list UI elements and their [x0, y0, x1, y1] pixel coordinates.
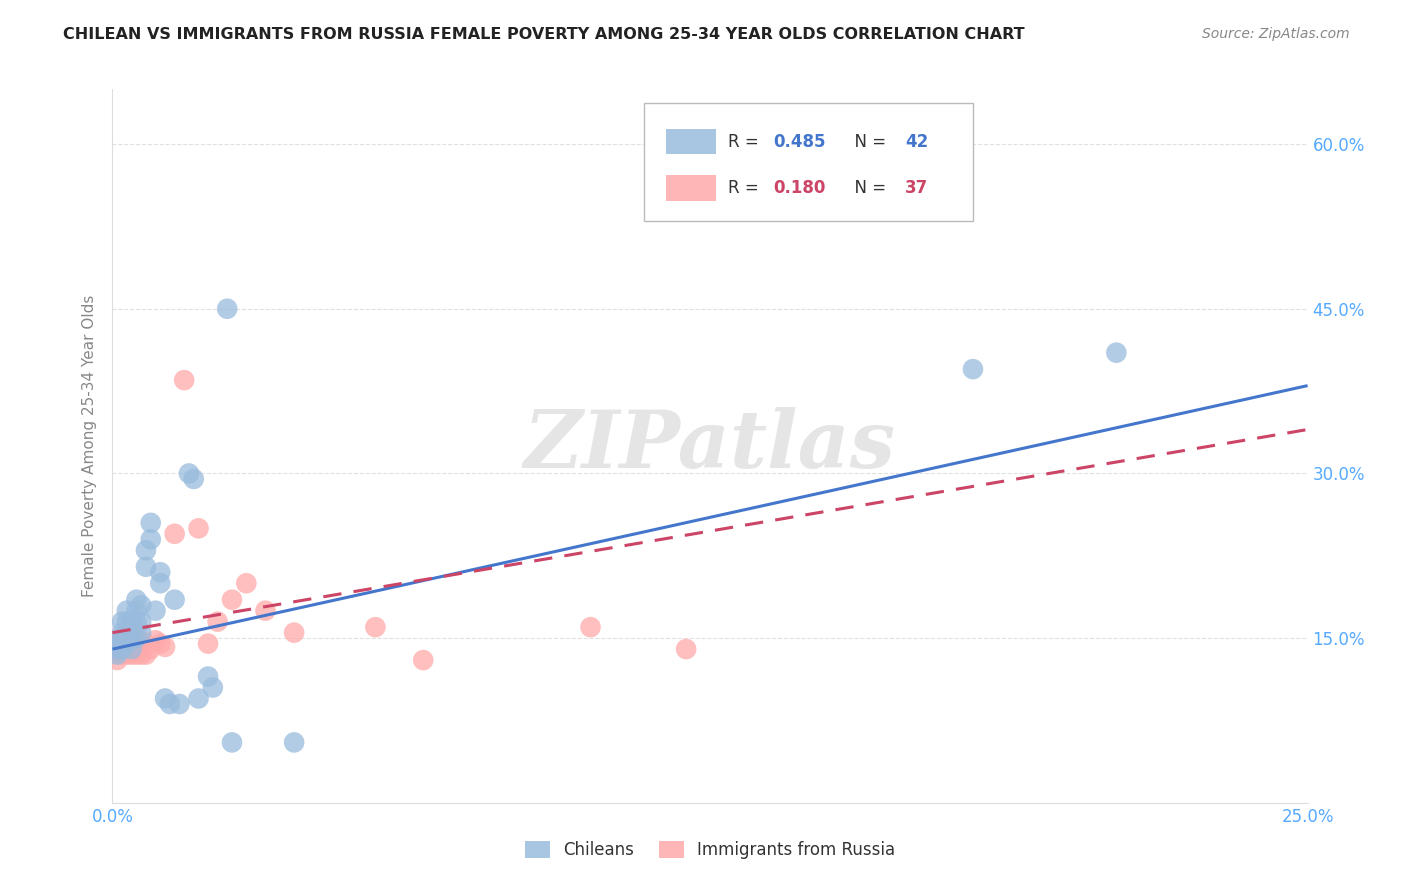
FancyBboxPatch shape	[666, 128, 716, 154]
Text: R =: R =	[728, 133, 763, 151]
Point	[183, 472, 205, 486]
Text: N =: N =	[844, 133, 891, 151]
Point	[125, 604, 148, 618]
Point	[121, 625, 143, 640]
Point	[125, 631, 148, 645]
Point	[129, 598, 152, 612]
Point	[153, 640, 176, 654]
Point	[121, 648, 143, 662]
Point	[675, 642, 697, 657]
Point	[283, 735, 305, 749]
Point	[149, 637, 172, 651]
Point	[173, 373, 195, 387]
Point	[115, 625, 138, 640]
Legend: Chileans, Immigrants from Russia: Chileans, Immigrants from Russia	[517, 834, 903, 866]
Point	[129, 633, 152, 648]
Point	[254, 604, 277, 618]
Point	[139, 516, 162, 530]
Text: ZIPatlas: ZIPatlas	[524, 408, 896, 484]
Point	[207, 615, 229, 629]
Point	[125, 648, 148, 662]
Point	[169, 697, 191, 711]
Point	[135, 543, 157, 558]
Point	[111, 625, 134, 640]
Point	[129, 648, 152, 662]
Point	[135, 637, 157, 651]
Point	[197, 669, 219, 683]
Point	[145, 633, 167, 648]
Point	[135, 559, 157, 574]
Point	[105, 633, 128, 648]
Text: 42: 42	[905, 133, 928, 151]
Point	[105, 637, 128, 651]
Point	[115, 631, 138, 645]
Point	[115, 648, 138, 662]
Point	[159, 697, 181, 711]
Point	[149, 566, 172, 580]
Point	[364, 620, 387, 634]
Point	[163, 526, 186, 541]
Point	[1105, 345, 1128, 359]
Point	[201, 681, 224, 695]
Point	[129, 640, 152, 654]
Point	[105, 653, 128, 667]
Point	[283, 625, 305, 640]
Point	[187, 521, 209, 535]
Point	[129, 625, 152, 640]
Point	[139, 642, 162, 657]
Point	[235, 576, 257, 591]
Point	[111, 615, 134, 629]
Text: N =: N =	[844, 179, 891, 197]
Point	[111, 633, 134, 648]
Point	[111, 642, 134, 657]
Point	[121, 633, 143, 648]
Point	[163, 592, 186, 607]
Point	[111, 640, 134, 654]
Text: 0.485: 0.485	[773, 133, 825, 151]
Point	[187, 691, 209, 706]
Point	[121, 615, 143, 629]
Text: 0.180: 0.180	[773, 179, 825, 197]
Point	[579, 620, 602, 634]
Point	[115, 642, 138, 657]
Point	[105, 648, 128, 662]
Text: 37: 37	[905, 179, 928, 197]
Point	[111, 633, 134, 648]
Point	[121, 642, 143, 657]
Point	[125, 615, 148, 629]
Point	[111, 648, 134, 662]
Point	[135, 648, 157, 662]
Point	[125, 640, 148, 654]
Point	[153, 691, 176, 706]
Point	[125, 592, 148, 607]
Text: CHILEAN VS IMMIGRANTS FROM RUSSIA FEMALE POVERTY AMONG 25-34 YEAR OLDS CORRELATI: CHILEAN VS IMMIGRANTS FROM RUSSIA FEMALE…	[63, 27, 1025, 42]
Point	[129, 615, 152, 629]
FancyBboxPatch shape	[644, 103, 973, 221]
Point	[121, 640, 143, 654]
Y-axis label: Female Poverty Among 25-34 Year Olds: Female Poverty Among 25-34 Year Olds	[82, 295, 97, 597]
Point	[962, 362, 984, 376]
Point	[115, 604, 138, 618]
Point	[149, 576, 172, 591]
FancyBboxPatch shape	[666, 176, 716, 201]
Point	[139, 533, 162, 547]
Point	[221, 735, 243, 749]
Point	[221, 592, 243, 607]
Point	[412, 653, 434, 667]
Point	[145, 604, 167, 618]
Point	[115, 637, 138, 651]
Point	[177, 467, 200, 481]
Point	[105, 642, 128, 657]
Point	[217, 301, 239, 316]
Point	[115, 615, 138, 629]
Point	[197, 637, 219, 651]
Point	[105, 642, 128, 657]
Point	[125, 631, 148, 645]
Text: R =: R =	[728, 179, 763, 197]
Text: Source: ZipAtlas.com: Source: ZipAtlas.com	[1202, 27, 1350, 41]
